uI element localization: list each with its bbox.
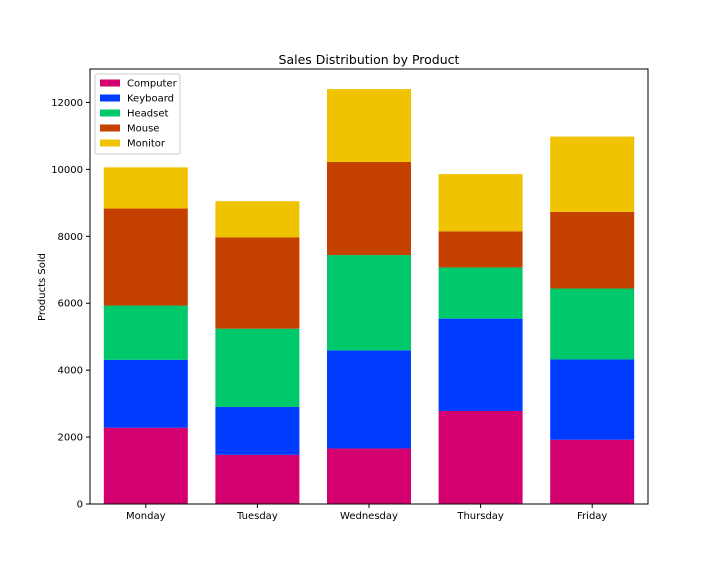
bar-headset-wednesday: [327, 255, 411, 351]
y-tick-label: 2000: [58, 433, 83, 444]
bar-mouse-tuesday: [215, 237, 300, 329]
x-tick-label: Friday: [577, 511, 607, 522]
bar-monitor-tuesday: [215, 201, 300, 238]
bar-mouse-monday: [103, 208, 188, 306]
y-tick-label: 6000: [58, 299, 83, 310]
legend-label-monitor: Monitor: [127, 139, 166, 150]
legend-label-keyboard: Keyboard: [127, 94, 174, 105]
bar-computer-tuesday: [215, 454, 300, 504]
bar-computer-wednesday: [327, 448, 411, 504]
y-axis-label: Products Sold: [37, 253, 48, 321]
legend-label-mouse: Mouse: [127, 124, 159, 135]
bar-mouse-thursday: [438, 231, 523, 268]
chart-title: Sales Distribution by Product: [279, 52, 460, 67]
x-tick-label: Monday: [126, 511, 166, 522]
x-axis: Monday Tuesday Wednesday Thursday Friday: [126, 504, 607, 522]
bar-headset-thursday: [438, 267, 523, 319]
legend: Computer Keyboard Headset Mouse Monitor: [94, 73, 181, 155]
bar-mouse-friday: [550, 211, 635, 289]
y-tick-label: 0: [77, 500, 83, 511]
y-tick-label: 4000: [58, 366, 83, 377]
legend-label-headset: Headset: [127, 109, 169, 120]
bar-headset-friday: [550, 288, 635, 360]
bar-monitor-wednesday: [327, 89, 411, 163]
bar-monitor-friday: [550, 136, 635, 212]
bar-headset-monday: [103, 305, 188, 360]
bar-keyboard-friday: [550, 359, 635, 440]
bar-keyboard-monday: [103, 359, 188, 428]
x-tick-label: Wednesday: [340, 511, 398, 522]
y-tick-label: 12000: [51, 98, 83, 109]
bar-computer-friday: [550, 439, 635, 504]
bar-headset-tuesday: [215, 328, 300, 407]
legend-swatch-headset: [100, 109, 120, 117]
legend-swatch-monitor: [100, 139, 120, 147]
legend-swatch-mouse: [100, 124, 120, 132]
y-axis: 0 2000 4000 6000 8000 10000 12000: [51, 98, 90, 511]
x-tick-label: Thursday: [456, 511, 504, 522]
bar-monitor-monday: [103, 167, 188, 209]
bar-computer-monday: [103, 427, 188, 504]
y-tick-label: 8000: [58, 232, 83, 243]
bar-mouse-wednesday: [327, 162, 411, 256]
bar-keyboard-wednesday: [327, 350, 411, 449]
bar-keyboard-tuesday: [215, 406, 300, 455]
bar-keyboard-thursday: [438, 318, 523, 411]
y-tick-label: 10000: [51, 165, 83, 176]
legend-box: [94, 73, 181, 155]
bars-layer: [103, 89, 635, 504]
bar-monitor-thursday: [438, 174, 523, 232]
legend-label-computer: Computer: [127, 79, 178, 90]
legend-swatch-computer: [100, 79, 120, 87]
x-tick-label: Tuesday: [236, 511, 278, 522]
legend-swatch-keyboard: [100, 94, 120, 102]
bar-computer-thursday: [438, 410, 523, 504]
